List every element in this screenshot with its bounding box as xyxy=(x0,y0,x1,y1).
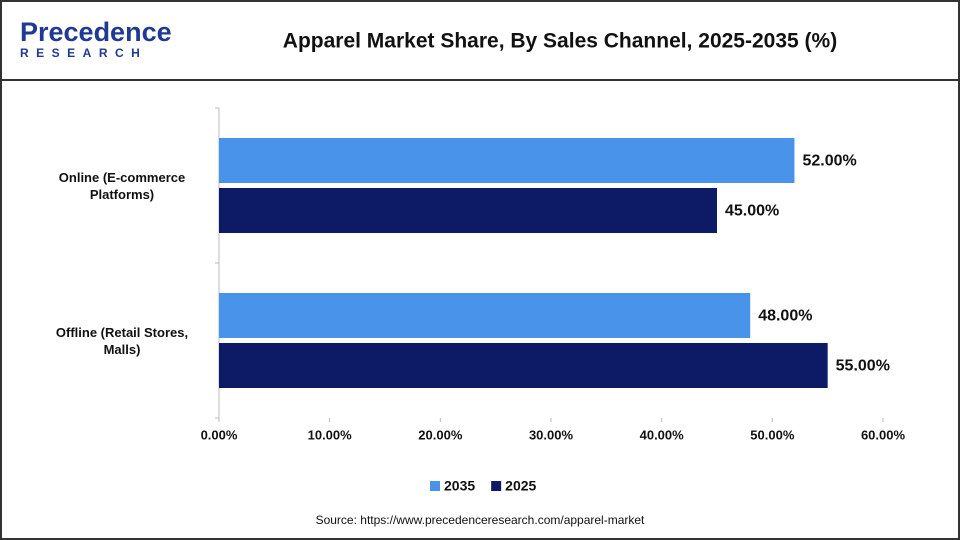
data-label: 55.00% xyxy=(836,358,890,375)
data-label: 45.00% xyxy=(725,203,779,220)
source: Source: https://www.precedenceresearch.c… xyxy=(316,513,645,527)
x-tick-label: 0.00% xyxy=(201,427,238,442)
x-tick-label: 10.00% xyxy=(308,427,353,442)
x-tick-label: 50.00% xyxy=(750,427,795,442)
y-tick-label: Online (E-commerce Platforms) xyxy=(58,169,186,202)
bar xyxy=(219,293,751,338)
data-label: 52.00% xyxy=(802,153,856,170)
legend-label: 2025 xyxy=(505,478,536,494)
bar xyxy=(219,343,828,388)
chart-title: Apparel Market Share, By Sales Channel, … xyxy=(283,30,837,53)
x-tick-label: 20.00% xyxy=(418,427,463,442)
logo-tagline: RESEARCH xyxy=(20,46,147,60)
legend-swatch xyxy=(430,481,440,491)
legend-swatch xyxy=(491,481,502,491)
logo-name: Precedence xyxy=(20,17,172,47)
x-tick-label: 30.00% xyxy=(529,427,574,442)
x-tick-label: 40.00% xyxy=(640,427,685,442)
bar xyxy=(219,138,795,183)
legend-label: 2035 xyxy=(444,478,475,494)
y-tick-label: Offline (Retail Stores, Malls) xyxy=(55,324,189,357)
data-label: 48.00% xyxy=(758,308,812,325)
x-tick-label: 60.00% xyxy=(861,427,906,442)
bar xyxy=(219,188,717,233)
